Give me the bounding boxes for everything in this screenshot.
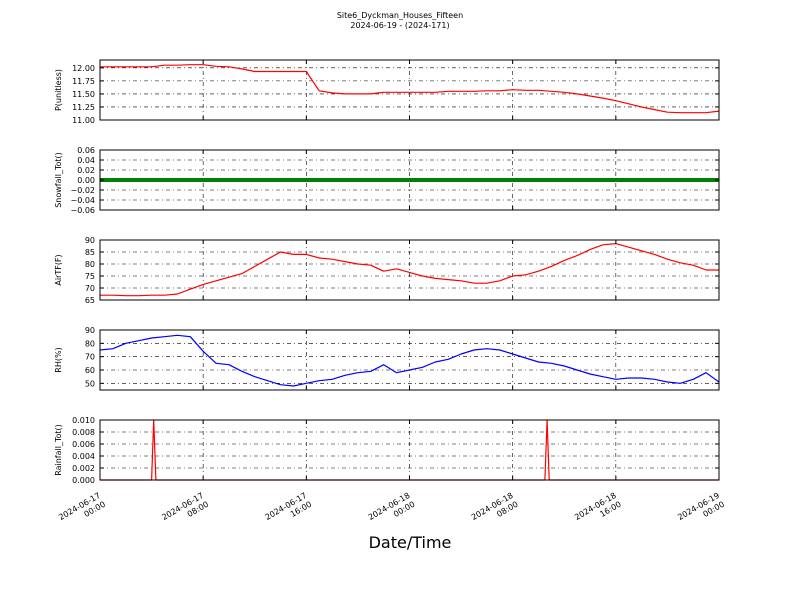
y-tick-label: 65 [85,296,95,305]
y-axis-label-rh: RH(%) [54,347,63,372]
y-tick-label: 50 [85,379,95,388]
y-tick-label: 0.02 [77,166,95,175]
y-tick-label: 11.00 [72,116,95,125]
x-tick-label: 2024-06-1808:00 [470,491,520,531]
panel-air_temp: 65 70 75 80 85 90 AirTF(F) [54,236,720,305]
y-tick-label: 0.002 [72,464,95,473]
y-tick-label: 12.00 [72,64,95,73]
x-tick-label: 2024-06-1800:00 [367,491,417,531]
y-tick-label: −0.04 [70,196,95,205]
y-tick-label: 0.00 [77,176,95,185]
series-line-pressure [100,64,720,114]
y-tick-label: 0.04 [77,156,95,165]
y-tick-label: 0.004 [72,452,95,461]
x-axis-label: Date/Time [368,533,452,552]
panel-rh: 50 60 70 80 90 RH(%) [54,326,720,391]
y-tick-label: 0.06 [77,146,95,155]
y-axis-label-air_temp: AirTF(F) [54,254,63,285]
y-tick-label: 11.75 [72,77,95,86]
y-tick-label: 0.000 [72,476,95,485]
x-tick-label: 2024-06-1816:00 [573,491,623,531]
y-tick-label: 11.50 [72,90,95,99]
x-tick-label: 2024-06-1900:00 [676,491,726,531]
y-tick-label: 80 [85,339,95,348]
y-tick-label: 70 [85,284,95,293]
y-tick-label: 85 [85,248,95,257]
x-tick-label: 2024-06-1716:00 [264,491,314,531]
y-tick-label: 60 [85,366,95,375]
y-axis-label-pressure: P(unitless) [54,69,63,111]
chart-title: Site6_Dyckman_Houses_Fifteen [336,11,464,20]
y-tick-label: −0.06 [70,206,95,215]
panel-snowfall: −0.06−0.04−0.020.000.020.040.06 Snowfall_… [54,146,720,215]
y-tick-label: 90 [85,326,95,335]
series-line-rh [99,334,720,387]
y-tick-label: 90 [85,236,95,245]
y-tick-label: 0.006 [72,440,95,449]
y-tick-label: 11.25 [72,103,95,112]
y-tick-label: 75 [85,272,95,281]
y-tick-label: 0.008 [72,428,95,437]
y-tick-label: 0.010 [72,416,95,425]
chart-subtitle: 2024-06-19 - (2024-171) [350,21,450,30]
y-axis-label-snowfall: Snowfall_Tot() [54,152,63,208]
y-tick-label: 70 [85,353,95,362]
panel-pressure: 11.00 11.25 11.50 11.75 12.00 P(unitless) [54,59,720,125]
y-axis-label-rainfall: Rainfall_Tot() [54,424,63,476]
panel-rainfall: 0.000 0.002 0.004 0.006 0.008 0.010 Rainfall_T… [54,416,720,485]
y-tick-label: 80 [85,260,95,269]
x-tick-label: 2024-06-1708:00 [160,491,210,531]
x-tick-label: 2024-06-1700:00 [57,491,107,531]
y-tick-label: −0.02 [70,186,95,195]
